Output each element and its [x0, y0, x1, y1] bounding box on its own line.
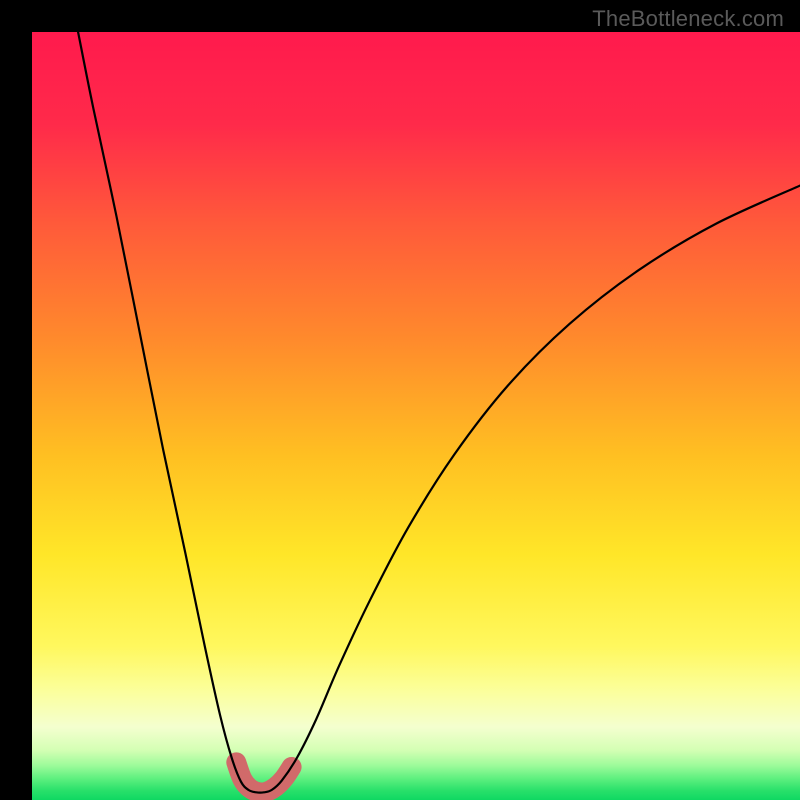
- gradient-background: [32, 32, 800, 800]
- plot-svg: [32, 32, 800, 800]
- watermark-text: TheBottleneck.com: [592, 6, 784, 32]
- plot-area: [32, 32, 800, 800]
